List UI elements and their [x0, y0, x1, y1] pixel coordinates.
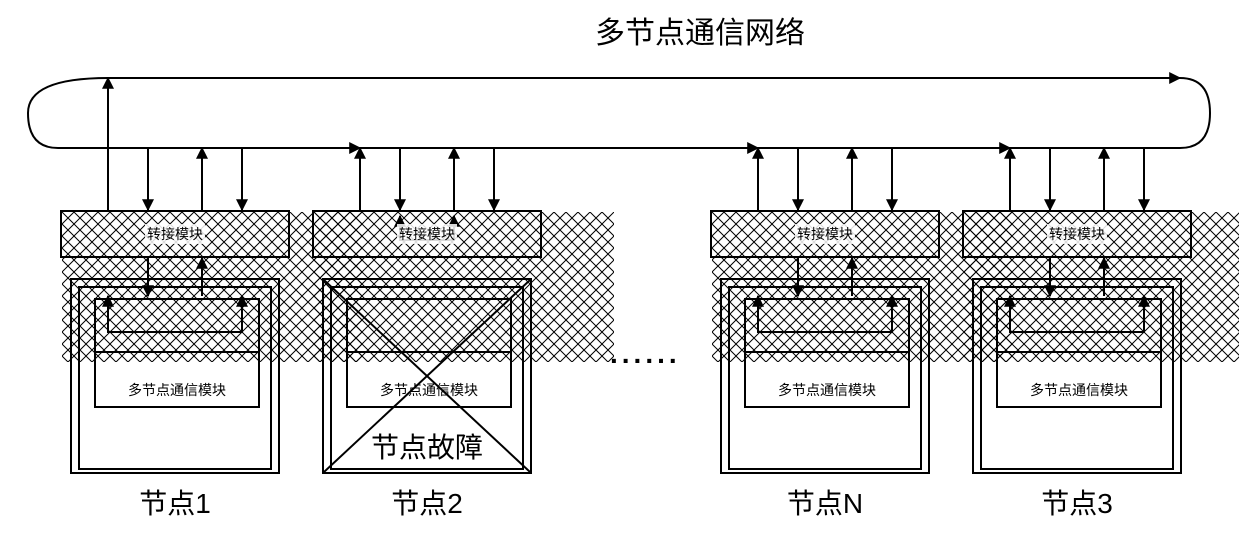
comm-module: 多节点通信模块	[996, 298, 1162, 408]
relay-label: 转接模块	[795, 224, 855, 244]
relay-module-2: 转接模块	[312, 210, 542, 258]
comm-module: 多节点通信模块	[94, 298, 260, 408]
node-label-2: 节点2	[322, 482, 532, 522]
relay-module-3: 转接模块	[962, 210, 1192, 258]
diagram-canvas: 多节点通信网络 转接模块 转接模块 转接模块 转接模块 多节点通信模块 节点1 …	[0, 0, 1239, 542]
ellipsis-icon: ......	[610, 338, 681, 370]
relay-label: 转接模块	[397, 224, 457, 244]
node-1: 多节点通信模块	[70, 278, 280, 474]
node-3: 多节点通信模块	[972, 278, 1182, 474]
node-label-1: 节点1	[70, 482, 280, 522]
relay-module-1: 转接模块	[60, 210, 290, 258]
node-label-3: 节点3	[972, 482, 1182, 522]
comm-module-top	[746, 300, 908, 353]
comm-module-top	[998, 300, 1160, 353]
relay-label: 转接模块	[1047, 224, 1107, 244]
failure-label: 节点故障	[324, 426, 530, 466]
comm-module-top	[96, 300, 258, 353]
comm-module-label: 多节点通信模块	[998, 380, 1160, 400]
comm-module: 多节点通信模块	[744, 298, 910, 408]
comm-module-label: 多节点通信模块	[746, 380, 908, 400]
node-label-N: 节点N	[720, 482, 930, 522]
diagram-title: 多节点通信网络	[500, 8, 900, 52]
relay-label: 转接模块	[145, 224, 205, 244]
node-2: 多节点通信模块 节点故障	[322, 278, 532, 474]
node-N: 多节点通信模块	[720, 278, 930, 474]
comm-module-label: 多节点通信模块	[96, 380, 258, 400]
relay-module-N: 转接模块	[710, 210, 940, 258]
